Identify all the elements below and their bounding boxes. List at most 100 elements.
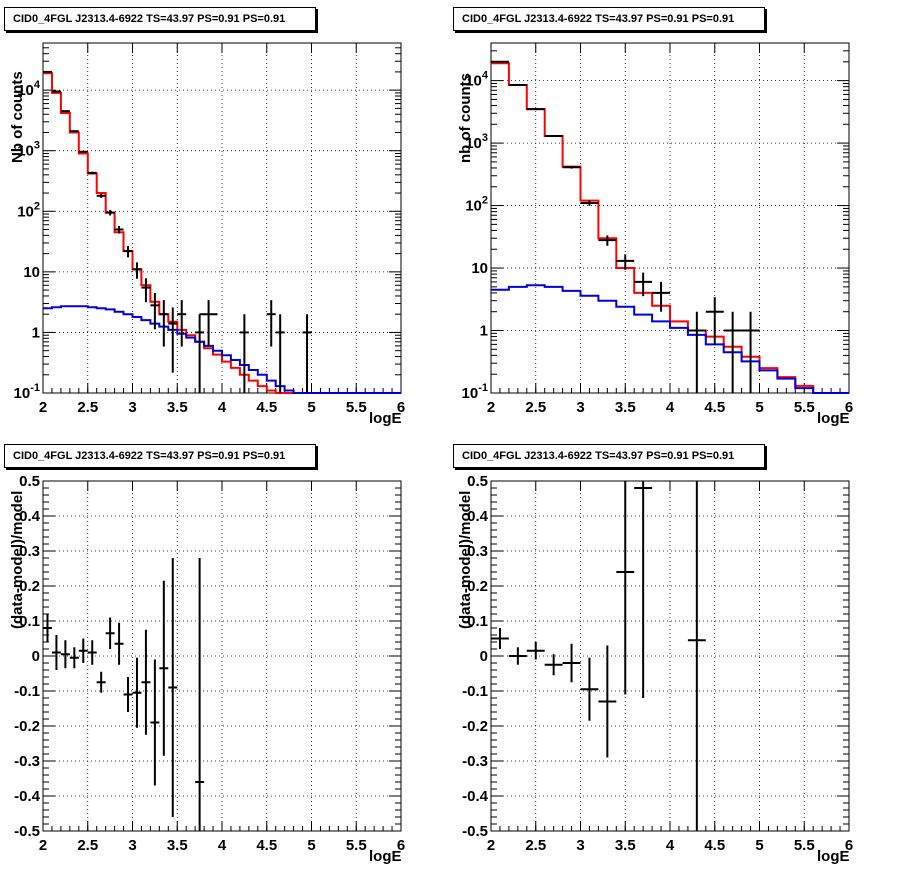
data-point xyxy=(491,628,509,649)
data-point xyxy=(60,640,70,669)
plot-panel-2: 2 2.5 3 3.5 4 4.5 5 5.5 6 -0.5 -0.4 -0.3 -0.2 -0.1 0 0.… xyxy=(14,473,405,854)
x-tick-label: 4.5 xyxy=(704,837,725,854)
y-tick-label: 103 xyxy=(17,140,40,160)
data-point xyxy=(78,638,88,663)
data-point xyxy=(508,84,527,87)
data-point xyxy=(96,193,106,198)
y-tick-label: 0.5 xyxy=(19,473,40,490)
data-point xyxy=(51,90,61,93)
y-tick-label: -0.1 xyxy=(462,683,488,700)
y-tick-label: 0.4 xyxy=(19,508,41,525)
x-tick-label: 2.5 xyxy=(77,399,98,416)
data-point xyxy=(723,311,742,393)
y-tick-label: 1 xyxy=(480,323,488,340)
data-point xyxy=(544,654,563,676)
x-tick-label: 2.5 xyxy=(525,837,546,854)
y-tick-label: 0.2 xyxy=(19,578,40,595)
x-tick-label: 5.5 xyxy=(794,399,815,416)
y-tick-label: -0.4 xyxy=(14,788,41,805)
x-tick-label: 3.5 xyxy=(615,399,636,416)
x-axis-label-top-right: logE xyxy=(817,410,850,427)
y-tick-label: -0.4 xyxy=(462,788,489,805)
y-tick-label: 0.4 xyxy=(467,508,489,525)
data-point xyxy=(105,617,115,649)
data-point xyxy=(616,481,635,695)
data-point xyxy=(508,647,527,665)
y-tick-label: 1 xyxy=(32,324,40,341)
x-axis-label-bottom-right: logE xyxy=(817,848,850,865)
x-tick-label: 6 xyxy=(397,837,405,854)
y-tick-label: -0.2 xyxy=(14,718,40,735)
x-tick-label: 4 xyxy=(218,399,227,416)
data-point xyxy=(526,642,545,660)
data-point xyxy=(114,226,124,234)
data-point xyxy=(87,640,97,665)
x-tick-label: 2.5 xyxy=(77,837,98,854)
x-axis-label-bottom-left: logE xyxy=(369,848,402,865)
x-tick-label: 3.5 xyxy=(167,399,188,416)
x-tick-label: 5.5 xyxy=(794,837,815,854)
data-point xyxy=(159,580,169,756)
x-tick-label: 3.5 xyxy=(167,837,188,854)
y-tick-label: 0.1 xyxy=(19,613,40,630)
data-point xyxy=(114,622,124,665)
y-tick-label: -0.5 xyxy=(462,823,488,840)
y-tick-label: -0.3 xyxy=(14,753,40,770)
data-point xyxy=(159,300,169,347)
x-tick-label: 3 xyxy=(128,399,136,416)
data-point xyxy=(598,645,617,758)
y-tick-label: -0.2 xyxy=(462,718,488,735)
data-point xyxy=(526,108,545,111)
data-point xyxy=(60,110,70,113)
y-tick-label: -0.1 xyxy=(14,683,40,700)
y-tick-label: -0.5 xyxy=(14,823,40,840)
plot-panel-3: 2 2.5 3 3.5 4 4.5 5 5.5 6 -0.5 -0.4 -0.3 -0.2 -0.1 0 0.… xyxy=(462,473,853,854)
x-tick-label: 2 xyxy=(39,399,47,416)
data-point xyxy=(195,558,205,831)
y-tick-label: 102 xyxy=(465,195,488,215)
y-tick-label: 0.2 xyxy=(467,578,488,595)
data-point xyxy=(51,635,61,670)
data-point xyxy=(168,558,178,817)
model-component-line xyxy=(43,305,401,394)
y-axis-label-bottom-right: (data-model)/model xyxy=(457,490,474,629)
x-tick-label: 2 xyxy=(487,399,495,416)
x-tick-label: 5.5 xyxy=(346,837,367,854)
data-point xyxy=(69,130,79,133)
plot-panel-0: 2 2.5 3 3.5 4 4.5 5 5.5 6 10-1 1 10 102 103 104 xyxy=(14,42,405,416)
data-point xyxy=(177,300,187,347)
data-point xyxy=(544,134,563,137)
data-point xyxy=(652,281,670,312)
data-point xyxy=(150,659,160,786)
model-total-line xyxy=(43,72,401,394)
plot-panel-1: 2 2.5 3 3.5 4 4.5 5 5.5 6 10-1 1 10 102 103 104 xyxy=(462,42,853,416)
data-point xyxy=(562,165,581,169)
y-tick-label: 0.3 xyxy=(467,543,488,560)
y-tick-label: 0 xyxy=(480,648,488,665)
data-point xyxy=(132,657,142,728)
x-tick-label: 2 xyxy=(39,837,47,854)
data-point xyxy=(580,657,599,721)
x-tick-label: 5 xyxy=(307,399,315,416)
data-point xyxy=(168,307,178,373)
y-tick-label: 0 xyxy=(32,648,40,665)
y-tick-label: 0.3 xyxy=(19,543,40,560)
x-tick-label: 3 xyxy=(128,837,136,854)
data-point xyxy=(616,254,635,270)
data-point xyxy=(195,314,205,393)
data-point xyxy=(598,235,617,246)
data-point xyxy=(141,629,151,735)
y-tick-label: 103 xyxy=(465,132,488,152)
data-point xyxy=(43,614,52,642)
y-tick-label: 10 xyxy=(23,264,40,281)
x-tick-label: 2.5 xyxy=(525,399,546,416)
x-tick-label: 4 xyxy=(666,399,675,416)
x-tick-label: 4.5 xyxy=(256,837,277,854)
data-point xyxy=(741,311,760,393)
data-point xyxy=(87,171,97,175)
data-point xyxy=(634,481,653,698)
data-point xyxy=(580,200,599,206)
data-point xyxy=(141,278,151,303)
y-axis-label-top-right: nb of counts xyxy=(457,73,474,163)
y-tick-label: 104 xyxy=(465,70,489,90)
